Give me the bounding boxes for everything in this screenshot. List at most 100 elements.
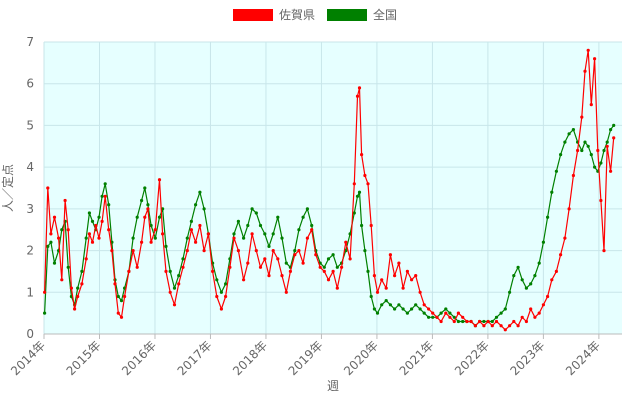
data-point — [465, 319, 469, 324]
data-point — [224, 282, 228, 286]
data-point — [60, 278, 64, 282]
data-point — [185, 236, 189, 240]
data-point — [326, 257, 331, 261]
data-point — [490, 324, 494, 328]
x-tick-label: 2018年 — [230, 338, 270, 378]
data-point — [586, 144, 590, 148]
series-line — [44, 125, 615, 327]
data-point — [512, 319, 516, 324]
x-tick-label: 2022年 — [452, 338, 492, 378]
data-point — [355, 194, 360, 198]
data-point — [589, 103, 593, 107]
data-point — [219, 307, 223, 311]
data-point — [405, 311, 409, 315]
data-point — [599, 198, 603, 203]
data-point — [418, 307, 422, 311]
data-point — [172, 286, 177, 290]
data-point — [388, 253, 392, 257]
y-tick-label: 3 — [26, 202, 34, 216]
data-point — [297, 228, 301, 232]
data-point — [84, 236, 88, 240]
x-tick-label: 2016年 — [119, 338, 159, 378]
data-point — [444, 311, 448, 315]
data-point — [236, 219, 240, 223]
data-point — [393, 274, 397, 278]
legend-item[interactable]: 佐賀県 — [233, 8, 315, 22]
data-point — [189, 228, 193, 232]
data-point — [503, 307, 507, 311]
data-point — [198, 223, 202, 228]
x-tick-label: 2020年 — [341, 338, 381, 378]
data-point — [589, 153, 593, 157]
x-tick-label: 2015年 — [64, 338, 104, 378]
data-point — [571, 173, 576, 178]
data-point — [100, 219, 104, 223]
data-point — [397, 261, 401, 265]
data-point — [410, 307, 414, 311]
data-point — [401, 307, 405, 311]
data-point — [49, 240, 53, 244]
data-point — [456, 319, 460, 324]
data-point — [580, 115, 584, 119]
data-point — [546, 215, 550, 219]
x-tick-label: 2017年 — [175, 338, 215, 378]
data-point — [546, 294, 550, 299]
data-point — [414, 303, 418, 307]
data-point — [164, 269, 168, 273]
data-point — [322, 265, 326, 269]
legend-swatch — [233, 9, 273, 21]
legend-item[interactable]: 全国 — [327, 7, 397, 22]
data-point — [305, 236, 309, 240]
data-point — [537, 261, 541, 265]
data-point — [352, 211, 356, 215]
x-tick-label: 2023年 — [508, 338, 548, 378]
data-point — [340, 265, 344, 269]
data-point — [563, 236, 567, 240]
data-point — [135, 215, 139, 219]
data-point — [263, 257, 267, 261]
data-point — [366, 182, 370, 186]
series-layer — [43, 48, 616, 332]
data-point — [355, 94, 360, 98]
data-point — [228, 265, 232, 269]
data-point — [258, 223, 263, 228]
data-point — [322, 269, 326, 273]
data-point — [524, 286, 529, 290]
data-point — [503, 328, 507, 332]
data-point — [310, 228, 314, 232]
data-point — [143, 215, 147, 219]
data-point — [609, 128, 613, 132]
data-point — [599, 161, 603, 165]
gridlines — [43, 41, 622, 335]
data-point — [357, 86, 362, 90]
data-point — [254, 249, 258, 253]
data-point — [372, 307, 376, 311]
data-point — [52, 261, 57, 265]
data-point — [57, 236, 61, 240]
data-point — [116, 311, 120, 315]
data-point — [267, 274, 271, 278]
data-point — [314, 253, 318, 257]
data-point — [194, 240, 198, 244]
data-point — [490, 319, 494, 324]
series-saga — [43, 48, 616, 332]
data-point — [46, 186, 50, 190]
data-point — [583, 140, 587, 144]
data-point — [202, 207, 206, 211]
y-axis-title: 人／定点 — [0, 164, 15, 212]
data-point — [326, 278, 331, 282]
data-point — [157, 215, 162, 219]
data-point — [563, 140, 567, 144]
y-tick-label: 0 — [26, 327, 34, 341]
data-point — [123, 294, 127, 299]
data-point — [388, 303, 392, 307]
data-point — [288, 269, 292, 273]
y-tick-label: 1 — [26, 285, 34, 299]
data-point — [571, 128, 576, 132]
data-point — [250, 207, 254, 211]
data-point — [478, 319, 482, 324]
data-point — [224, 294, 228, 299]
data-point — [414, 274, 418, 278]
data-point — [267, 244, 271, 248]
